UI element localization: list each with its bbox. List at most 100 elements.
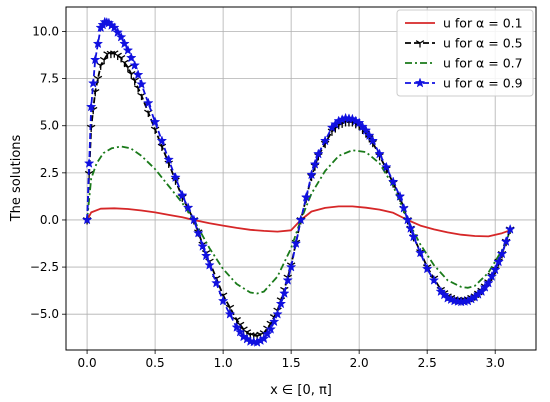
legend-label: u for α = 0.9 [443, 76, 523, 91]
series-1-point [150, 126, 160, 134]
series-0 [86, 205, 511, 238]
series-3-point [360, 124, 372, 135]
series-2-line [86, 145, 512, 295]
legend-label: u for α = 0.1 [443, 16, 523, 31]
series-2 [86, 145, 512, 295]
series-3-point [204, 259, 215, 270]
series-0-line [86, 205, 511, 238]
series-3-point [149, 116, 161, 127]
series-3-point [217, 295, 229, 306]
x-axis-label: x ∈ [0, π] [270, 383, 332, 398]
series-3-point [290, 237, 302, 248]
series-3-point [489, 264, 501, 275]
series-3-point [142, 97, 154, 108]
series-3-point [177, 190, 188, 200]
series-3-point [309, 158, 321, 169]
legend-item: u for α = 0.5 [405, 36, 523, 51]
series-3-point [211, 277, 222, 288]
series-3-point [364, 130, 375, 141]
x-tick-label: 1.0 [214, 356, 233, 370]
series-3-point [496, 248, 508, 259]
series-3-point [504, 223, 516, 234]
series-3-point [479, 281, 491, 292]
series-3-point [367, 135, 378, 146]
series-3-point [81, 214, 93, 225]
series-3-point [193, 227, 204, 238]
y-axis-label: The solutions [9, 134, 24, 222]
series-3-point [112, 26, 123, 37]
series-3-point [92, 38, 104, 49]
series-3-point [85, 101, 97, 112]
y-tick-label: 10.0 [32, 25, 59, 39]
series-3-point [398, 202, 409, 213]
series-3-point [87, 77, 99, 88]
series-3-point [405, 222, 416, 233]
series-3 [81, 16, 516, 347]
series-3-point [279, 287, 290, 298]
ticks: 0.0 0.5 1.0 1.5 2.0 2.5 3.0 −5.0 −2.5 0.0 2.5 5.0 7.… [30, 25, 505, 371]
legend-label: u for α = 0.5 [443, 36, 523, 51]
series-3-point [170, 172, 181, 182]
y-tick-label: −5.0 [30, 307, 59, 321]
series-3-point [306, 169, 317, 180]
series-3-point [234, 326, 246, 337]
legend: u for α = 0.1 u for α = 0.5 u for α = 0.7 u… [396, 9, 534, 97]
series-3-point [265, 323, 277, 334]
series-3-point [295, 214, 307, 225]
series-3-point [282, 274, 294, 285]
series-3-point [182, 202, 194, 213]
series-3-point [408, 231, 419, 242]
series-1-point [415, 40, 425, 48]
series-3-point [122, 44, 134, 55]
series-3-point [486, 270, 498, 281]
y-tick-label: 7.5 [40, 72, 59, 86]
series-3-point [374, 148, 385, 159]
y-tick-label: 5.0 [40, 119, 59, 133]
series-3-point [313, 148, 324, 159]
series-3-point [300, 191, 312, 202]
series-3-point [493, 256, 504, 267]
series-3-point [231, 321, 243, 332]
series-3-point [125, 52, 137, 63]
series-3-point [402, 214, 413, 225]
series-3-point [275, 298, 287, 309]
series-3-point [83, 157, 95, 168]
series-3-point [272, 308, 283, 319]
series-3-point [428, 274, 440, 285]
x-tick-label: 2.5 [418, 356, 437, 370]
series-3-point [119, 38, 130, 49]
series-3-point [414, 77, 426, 88]
series-3-point [387, 176, 399, 187]
legend-box [396, 9, 534, 97]
x-tick-label: 0.5 [146, 356, 165, 370]
series-3-point [483, 277, 494, 288]
series-3-point [258, 333, 270, 344]
series-1-point [93, 75, 103, 84]
x-tick-label: 3.0 [486, 356, 505, 370]
series-3-point [90, 54, 101, 65]
series-1-point [127, 71, 136, 79]
series-1-point [157, 143, 167, 151]
series-layer [81, 16, 516, 347]
plot-frame [65, 6, 537, 351]
legend-label: u for α = 0.7 [443, 56, 523, 71]
legend-item: u for α = 0.7 [405, 56, 523, 71]
x-tick-label: 2.0 [350, 356, 369, 370]
series-1-point [123, 64, 133, 72]
legend-item: u for α = 0.1 [405, 16, 523, 31]
y-tick-label: −2.5 [30, 260, 59, 274]
series-3-point [163, 154, 174, 165]
series-3-point [421, 263, 433, 274]
series-3-point [115, 31, 127, 42]
series-3-point [188, 214, 200, 225]
series-3-point [156, 135, 168, 146]
series-3-point [500, 236, 512, 247]
series-3-point [394, 190, 406, 201]
series-3-point [200, 250, 212, 261]
series-3-point [262, 328, 273, 339]
series-3-point [224, 308, 236, 319]
y-tick-label: 0.0 [40, 213, 59, 227]
legend-item: u for α = 0.9 [405, 76, 523, 91]
series-3-point [108, 22, 120, 33]
